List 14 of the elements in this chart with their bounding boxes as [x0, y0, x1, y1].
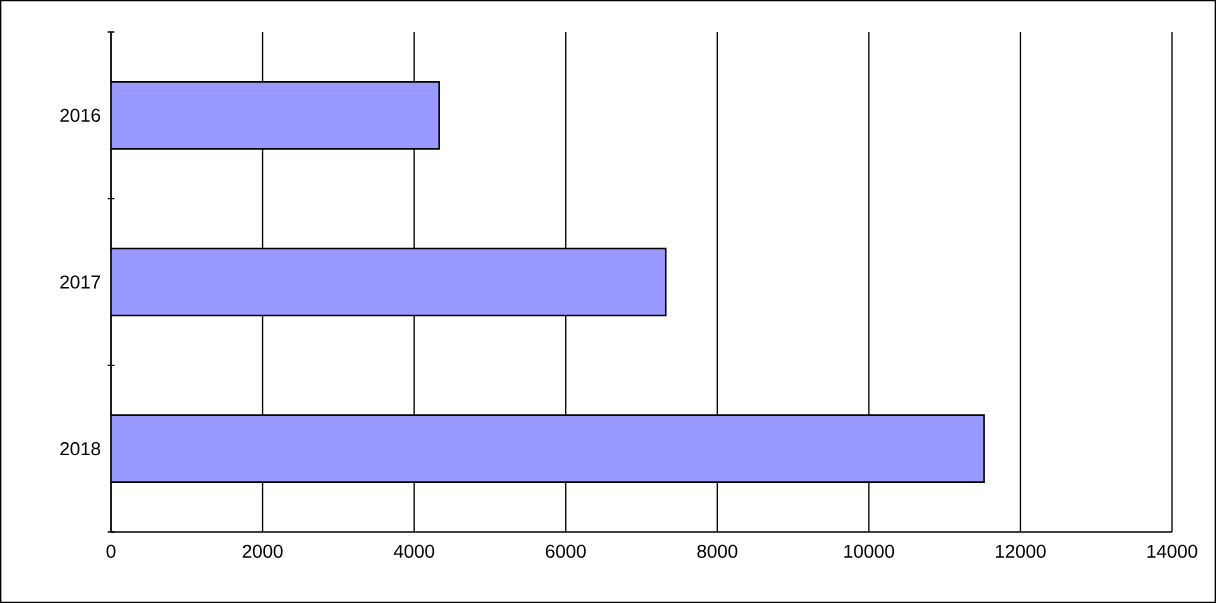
- x-tick-label: 6000: [545, 544, 586, 558]
- x-tick-label: 4000: [393, 544, 435, 558]
- x-tick-label: 8000: [697, 544, 738, 558]
- bar: [111, 414, 985, 483]
- x-tick-label: 12000: [995, 544, 1046, 558]
- y-tick-label: 2016: [60, 108, 101, 122]
- y-tick-label: 2017: [60, 275, 101, 289]
- bar: [111, 247, 667, 317]
- bar: [111, 81, 440, 150]
- y-tick-label: 2018: [60, 442, 101, 456]
- x-tick-label: 14000: [1147, 544, 1198, 558]
- x-tick-label: 0: [106, 544, 116, 558]
- x-tick-label: 10000: [844, 544, 895, 558]
- x-tick-label: 2000: [242, 544, 283, 558]
